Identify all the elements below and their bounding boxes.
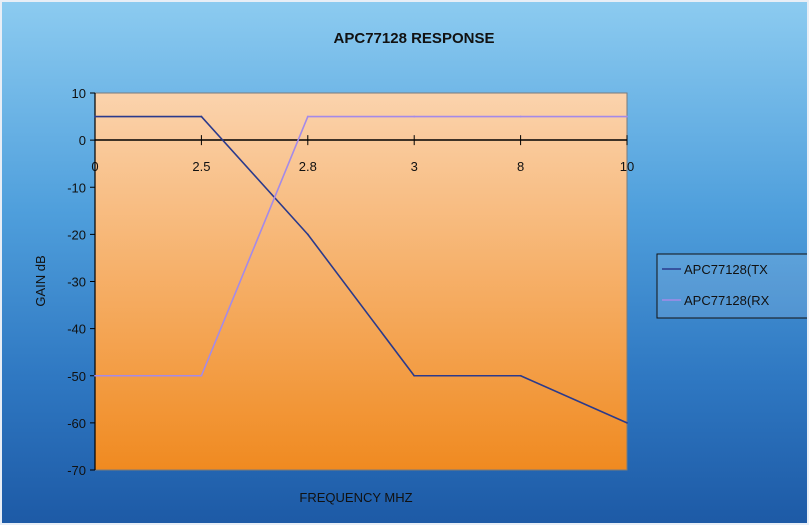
y-axis-ticks: 10 0 -10 -20 -30 -40 -50 -60 -70 bbox=[67, 86, 95, 478]
series-lines bbox=[94, 115, 628, 424]
x-tick-label: 10 bbox=[620, 159, 634, 174]
y-tick-label: -40 bbox=[67, 322, 86, 337]
data-point bbox=[413, 374, 416, 377]
x-tick-label: 2.8 bbox=[299, 159, 317, 174]
legend: APC77128(TX APC77128(RX bbox=[656, 253, 807, 319]
series-line-tx bbox=[95, 115, 628, 424]
legend-label-rx: APC77128(RX bbox=[684, 293, 770, 308]
y-tick-label: -20 bbox=[67, 227, 86, 242]
y-axis-title: GAIN dB bbox=[33, 255, 48, 306]
legend-label-tx: APC77128(TX bbox=[684, 262, 768, 277]
y-tick-label: 10 bbox=[72, 86, 86, 101]
data-point bbox=[519, 115, 522, 118]
y-tick-label: -30 bbox=[67, 275, 86, 290]
y-tick-label: 0 bbox=[79, 133, 86, 148]
x-axis-title: FREQUENCY MHZ bbox=[299, 490, 412, 505]
x-tick-label: 8 bbox=[517, 159, 524, 174]
legend-box bbox=[656, 253, 807, 319]
data-point bbox=[626, 421, 628, 424]
x-tick-label: 3 bbox=[411, 159, 418, 174]
x-tick-label: 2.5 bbox=[192, 159, 210, 174]
data-point bbox=[519, 374, 522, 377]
y-tick-label: -60 bbox=[67, 416, 86, 431]
data-point bbox=[200, 115, 203, 118]
data-point bbox=[626, 115, 628, 118]
y-tick-label: -10 bbox=[67, 180, 86, 195]
data-point bbox=[94, 374, 96, 377]
data-point bbox=[94, 115, 96, 118]
y-tick-label: -50 bbox=[67, 369, 86, 384]
y-tick-label: -70 bbox=[67, 463, 86, 478]
chart-title: APC77128 RESPONSE bbox=[334, 30, 495, 47]
data-point bbox=[200, 374, 203, 377]
series-line-rx bbox=[95, 115, 627, 377]
data-point bbox=[306, 115, 309, 118]
plot-area bbox=[94, 92, 628, 471]
data-point bbox=[413, 115, 416, 118]
data-point bbox=[306, 233, 309, 236]
